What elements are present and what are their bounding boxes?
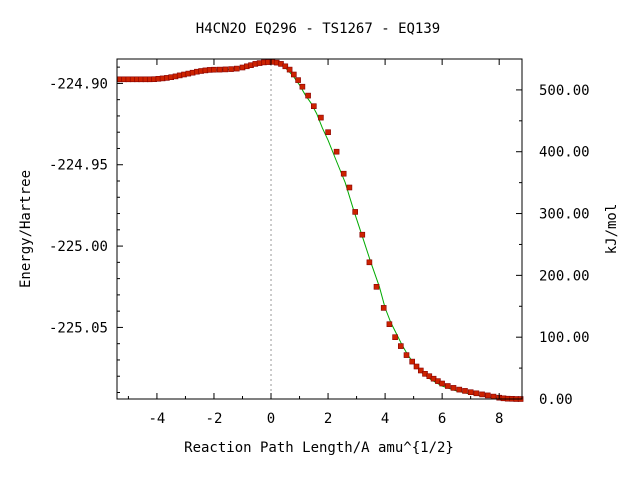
data-point xyxy=(228,66,234,72)
data-point xyxy=(282,63,289,70)
x-tick-label: 8 xyxy=(495,411,503,427)
data-point xyxy=(484,392,491,399)
data-point xyxy=(417,367,424,374)
data-point xyxy=(444,383,451,389)
y2-axis-label: kJ/mol xyxy=(604,204,620,255)
x-tick-label: 2 xyxy=(324,411,332,427)
data-point xyxy=(325,129,331,135)
y-tick-label: -224.95 xyxy=(49,158,108,174)
y-tick-label: -225.00 xyxy=(49,239,108,255)
chart-title: H4CN2O EQ296 - TS1267 - EQ139 xyxy=(196,21,440,37)
data-point xyxy=(413,363,420,370)
y2-tick-label: 100.00 xyxy=(539,330,590,346)
y-tick-label: -225.05 xyxy=(49,320,108,336)
data-point xyxy=(234,65,240,72)
data-point xyxy=(462,388,468,394)
x-tick-label: 0 xyxy=(267,411,275,427)
y2-tick-label: 400.00 xyxy=(539,145,590,161)
data-point xyxy=(397,343,404,349)
energy-markers xyxy=(117,59,524,402)
y2-tick-label: 0.00 xyxy=(539,392,573,408)
energy-curve xyxy=(117,61,522,400)
data-point xyxy=(373,283,380,290)
data-point xyxy=(392,334,398,341)
data-point xyxy=(290,71,297,78)
data-point xyxy=(333,148,340,155)
data-point xyxy=(346,184,353,191)
data-point xyxy=(473,390,480,397)
data-point xyxy=(211,66,217,73)
data-point xyxy=(305,92,311,99)
y2-tick-label: 200.00 xyxy=(539,268,590,284)
data-point xyxy=(450,385,457,391)
data-point xyxy=(439,380,445,387)
data-point xyxy=(295,77,301,83)
data-point xyxy=(216,66,223,73)
x-tick-label: -2 xyxy=(206,411,223,427)
data-point xyxy=(286,66,293,73)
data-point xyxy=(366,259,373,266)
x-axis-ticks: -4 -2 0 2 4 6 8 xyxy=(127,59,503,427)
x-tick-label: -4 xyxy=(148,411,165,427)
y-axis-label: Energy/Hartree xyxy=(18,170,34,288)
data-point xyxy=(456,386,463,393)
data-point xyxy=(403,352,410,358)
data-point xyxy=(490,393,497,400)
x-axis-label: Reaction Path Length/A amu^{1/2} xyxy=(184,440,454,456)
data-point xyxy=(340,170,347,177)
plot-frame xyxy=(116,58,523,400)
data-point xyxy=(386,321,393,328)
data-point xyxy=(299,83,306,90)
data-point xyxy=(467,389,474,396)
data-point xyxy=(318,114,324,121)
y2-tick-label: 500.00 xyxy=(539,83,590,99)
data-point xyxy=(352,209,359,215)
data-point xyxy=(380,305,387,311)
y2-tick-label: 300.00 xyxy=(539,207,590,223)
energy-curve-line xyxy=(117,61,522,400)
data-point xyxy=(479,391,485,398)
data-point xyxy=(359,231,366,238)
x-tick-label: 4 xyxy=(381,411,389,427)
x-tick-label: 6 xyxy=(438,411,446,427)
data-point xyxy=(222,66,229,73)
data-point xyxy=(409,358,416,365)
y-tick-label: -224.90 xyxy=(49,76,108,92)
y2-axis-ticks: 0.00 100.00 200.00 300.00 400.00 500.00 xyxy=(516,83,590,408)
data-point xyxy=(310,103,317,109)
y-axis-ticks: -224.90 -224.95 -225.00 -225.05 xyxy=(49,66,123,393)
